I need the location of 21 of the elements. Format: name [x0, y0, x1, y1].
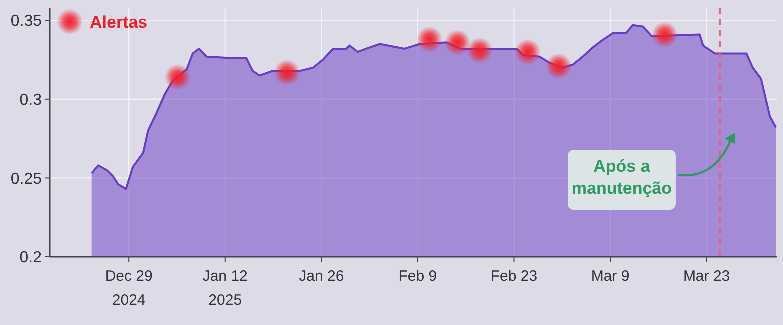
y-tick-label: 0.35	[10, 13, 42, 30]
point	[444, 30, 471, 56]
point	[274, 60, 300, 86]
x-tick-label: Jan 26	[299, 268, 344, 285]
x-tick-label: Feb 23	[490, 268, 538, 285]
y-tick-label: 0.3	[20, 92, 42, 110]
y-tick-label: 0.2	[20, 250, 42, 267]
point	[546, 53, 572, 80]
x-tick-label: Feb 9	[398, 268, 438, 285]
x-tick-label: Mar 23	[683, 268, 730, 285]
point	[652, 22, 678, 48]
point	[416, 26, 443, 53]
y-tick-label: 0.25	[10, 170, 42, 188]
x-tick-label: Jan 12 2025	[202, 268, 248, 309]
legend-label: Alertas	[90, 12, 148, 32]
x-tick-label: Dec 29 2024	[105, 268, 153, 309]
point	[466, 38, 493, 64]
point	[164, 64, 191, 90]
x-tick-label: Mar 9	[591, 268, 630, 285]
ref-line-label: Após a manutenção	[572, 157, 672, 198]
point	[514, 39, 541, 66]
